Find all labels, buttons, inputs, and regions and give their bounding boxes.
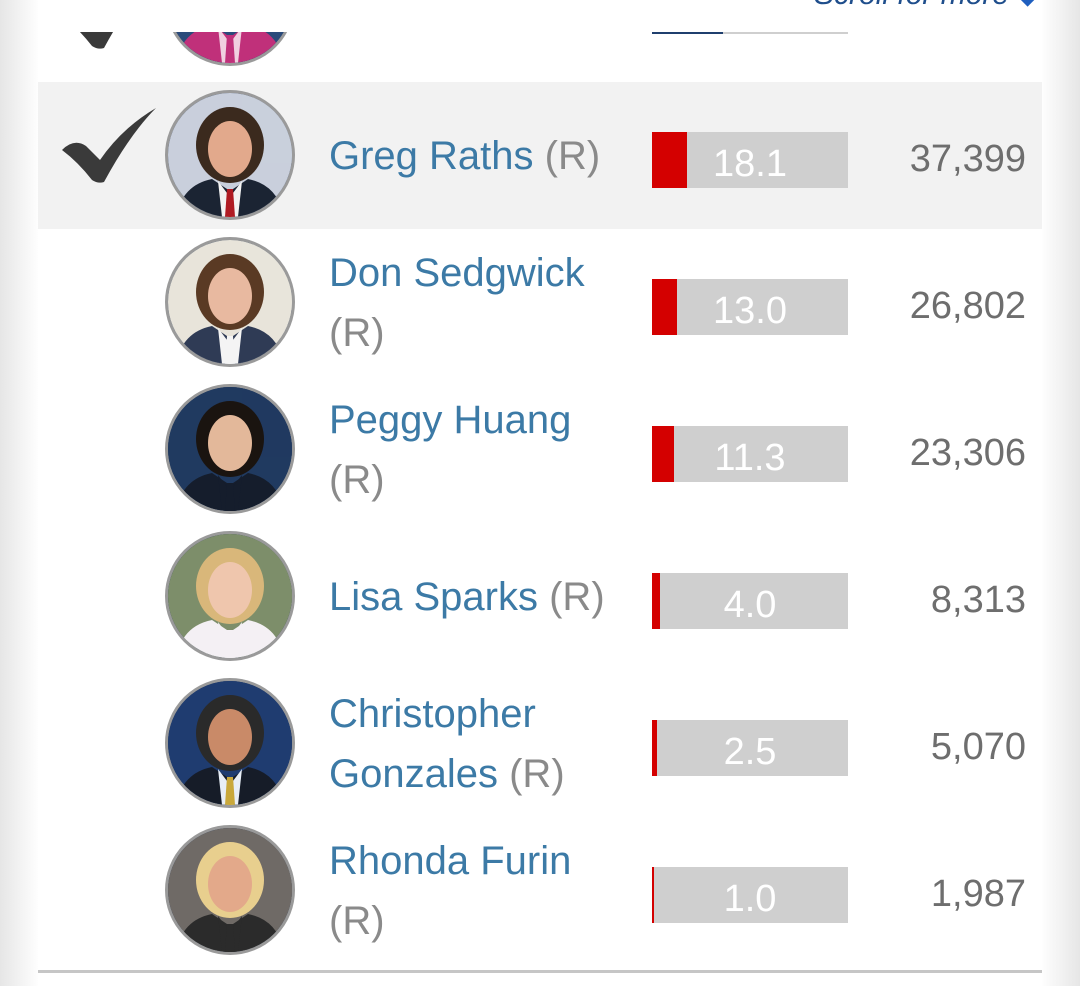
candidate-avatar-portrait-woman-blonde-2 [165, 825, 295, 955]
scroll-for-more-label: Scroll for more [814, 0, 1009, 11]
scroll-down-icon: ◆ [1019, 0, 1036, 9]
vote-percent-label: 18.1 [713, 143, 787, 185]
vote-percent-bar: 18.1 [652, 132, 848, 188]
candidate-name-block[interactable]: Lisa Sparks (R) [329, 523, 619, 670]
vote-percent-bar: 4.0 [652, 573, 848, 629]
vote-percent-label: 11.3 [714, 437, 786, 479]
vote-percent-label: 4.0 [723, 584, 777, 626]
avatar-portrait [168, 828, 292, 952]
avatar-portrait [168, 93, 292, 217]
vote-percent-fill [652, 426, 675, 482]
vote-percent-label: 2.5 [723, 731, 777, 773]
vote-count: 37,399 [909, 138, 1026, 180]
candidate-name-block[interactable]: Rhonda Furin (R) [329, 817, 619, 964]
candidate-row: Don Sedgwick (R) 13.0 26,802 [38, 229, 1042, 376]
candidate-name: Don Sedgwick [329, 250, 585, 295]
scroll-hint-bar: Scroll for more ◆ [38, 0, 1042, 32]
scroll-for-more-link[interactable]: Scroll for more ◆ [814, 0, 1036, 12]
candidate-name-block[interactable]: Greg Raths (R) [329, 82, 619, 229]
vote-percent-label: 1.0 [723, 878, 777, 920]
vote-percent-fill [652, 132, 688, 188]
vote-percent-fill [652, 720, 657, 776]
candidate-name: Christopher Gonzales [329, 691, 536, 796]
candidate-avatar-portrait-man-suit [165, 237, 295, 367]
candidate-name: Lisa Sparks [329, 574, 538, 619]
candidate-row: Rhonda Furin (R) 1.0 1,987 [38, 817, 1042, 964]
vote-count: 26,802 [909, 285, 1026, 327]
vote-count: 23,306 [909, 432, 1026, 474]
results-panel: Scroll for more ◆ [38, 0, 1042, 986]
avatar-portrait [168, 387, 292, 511]
candidate-row: Christopher Gonzales (R) 2.5 5,070 [38, 670, 1042, 817]
candidate-party: (R) [329, 310, 385, 355]
candidate-name-block[interactable]: Peggy Huang (R) [329, 376, 619, 523]
candidate-party: (R) [329, 898, 385, 943]
vote-percent-label [652, 32, 848, 82]
vote-percent-bar: 1.0 [652, 867, 848, 923]
avatar-portrait [168, 240, 292, 364]
vote-percent-label: 13.0 [713, 290, 787, 332]
candidate-name: Rhonda Furin [329, 838, 572, 883]
avatar-portrait [168, 681, 292, 805]
candidate-row: Peggy Huang (R) 11.3 23,306 [38, 376, 1042, 523]
candidate-name: Peggy Huang [329, 397, 572, 442]
candidate-party: (R) [329, 457, 385, 502]
checkmark-icon [62, 108, 156, 183]
vote-percent-fill [652, 573, 660, 629]
vote-percent-fill [652, 32, 723, 34]
candidate-name-block[interactable]: Don Sedgwick (R) [329, 229, 619, 376]
candidate-avatar-portrait-woman-blonde [165, 531, 295, 661]
vote-percent-bar: 13.0 [652, 279, 848, 335]
candidate-row [38, 32, 1042, 82]
candidate-list: Greg Raths (R) 18.1 37,399 Don Sedgwick … [38, 32, 1042, 964]
checkmark-icon [79, 32, 114, 49]
vote-count: 5,070 [930, 726, 1026, 768]
candidate-avatar-portrait-man-flag [165, 90, 295, 220]
vote-percent-bar: 2.5 [652, 720, 848, 776]
vote-percent-fill [652, 867, 654, 923]
candidate-name-block[interactable] [329, 32, 619, 82]
candidate-avatar-portrait-woman-dark-hair [165, 384, 295, 514]
candidate-name-block[interactable]: Christopher Gonzales (R) [329, 670, 619, 817]
vote-percent-bar: 11.3 [652, 426, 848, 482]
candidate-avatar-portrait-man-flag-2 [165, 678, 295, 808]
vote-count: 8,313 [930, 579, 1026, 621]
candidate-party: (R) [544, 133, 601, 178]
vote-count: 1,987 [930, 873, 1026, 915]
avatar-portrait [168, 534, 292, 658]
avatar-portrait [168, 32, 292, 63]
candidate-avatar-portrait-woman-partial [165, 32, 295, 66]
candidate-party: (R) [549, 574, 605, 619]
candidate-row: Greg Raths (R) 18.1 37,399 [38, 82, 1042, 229]
vote-percent-fill [652, 279, 678, 335]
candidate-party: (R) [509, 751, 565, 796]
divider [38, 970, 1042, 973]
vote-percent-bar [652, 32, 848, 34]
candidate-row: Lisa Sparks (R) 4.0 8,313 [38, 523, 1042, 670]
candidate-name: Greg Raths [329, 133, 534, 178]
